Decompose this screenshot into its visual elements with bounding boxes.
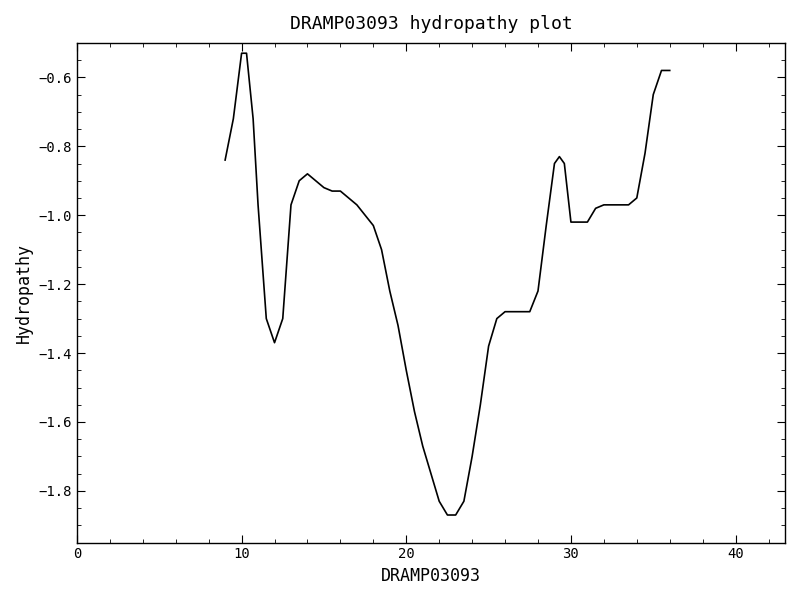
X-axis label: DRAMP03093: DRAMP03093 <box>381 567 481 585</box>
Y-axis label: Hydropathy: Hydropathy <box>15 243 33 343</box>
Title: DRAMP03093 hydropathy plot: DRAMP03093 hydropathy plot <box>290 15 572 33</box>
